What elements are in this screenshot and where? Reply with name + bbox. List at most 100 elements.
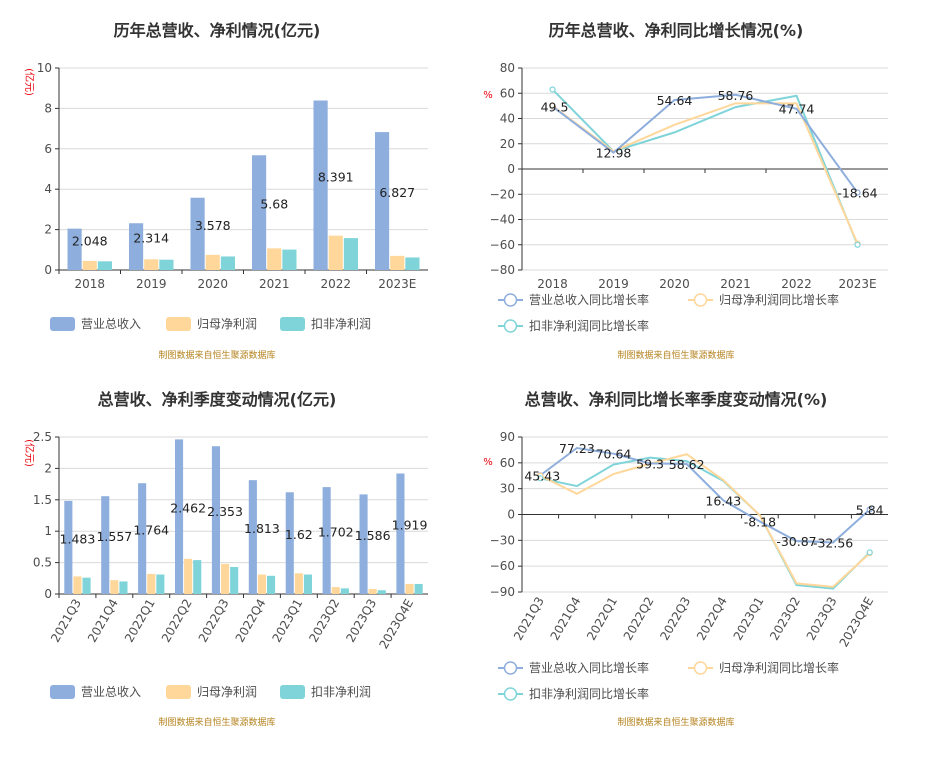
data-label: 8.391 bbox=[318, 169, 354, 184]
bar-net_profit bbox=[368, 588, 377, 594]
y-tick-label: 10 bbox=[37, 61, 52, 75]
y-tick-label: 6 bbox=[44, 142, 52, 156]
x-tick-label: 2021 bbox=[259, 277, 290, 291]
y-tick-label: 40 bbox=[500, 112, 515, 126]
y-tick-label: 1 bbox=[44, 524, 52, 538]
bar-net_profit bbox=[73, 576, 82, 594]
legend-label: 扣非净利润同比增长率 bbox=[529, 318, 649, 333]
bar-deducted_profit bbox=[343, 238, 359, 270]
series-line-deducted_profit bbox=[540, 456, 871, 590]
data-label: 70.64 bbox=[596, 447, 632, 462]
bar-deducted_profit bbox=[377, 590, 386, 594]
data-label: 1.557 bbox=[96, 529, 132, 544]
y-tick-label: 0 bbox=[507, 162, 515, 176]
bar-deducted_profit bbox=[405, 257, 420, 270]
bar-deducted_profit bbox=[193, 560, 202, 594]
y-tick-label: 0 bbox=[507, 508, 515, 522]
bar-net_profit bbox=[184, 558, 193, 594]
source-note: 制图数据来自恒生聚源数据库 bbox=[617, 349, 734, 361]
bar-revenue bbox=[322, 487, 331, 594]
bar-revenue bbox=[248, 480, 257, 594]
x-tick-label: 2021Q3 bbox=[511, 595, 547, 643]
bar-deducted_profit bbox=[340, 588, 349, 594]
legend-swatch bbox=[280, 685, 305, 699]
data-label: 58.62 bbox=[669, 457, 705, 472]
x-tick-label: 2018 bbox=[74, 277, 105, 291]
quarterly-amounts-chart: 总营收、净利季度变动情况(亿元) (亿元) 制图数据来自恒生聚源数据库 0 0.5… bbox=[0, 383, 476, 766]
y-tick-label: 0 bbox=[44, 587, 52, 601]
legend-label: 归母净利润同比增长率 bbox=[719, 660, 839, 675]
data-label: 5.84 bbox=[856, 502, 884, 517]
legend-label: 营业总收入 bbox=[81, 685, 141, 699]
bar-net_profit bbox=[147, 573, 156, 594]
data-label: 16.43 bbox=[705, 493, 741, 508]
source-note: 制图数据来自恒生聚源数据库 bbox=[617, 716, 734, 728]
y-tick-label: 2 bbox=[44, 461, 52, 475]
data-label: 47.74 bbox=[779, 102, 815, 117]
x-tick-label: 2018 bbox=[537, 277, 568, 291]
x-tick-label: 2023Q2 bbox=[306, 597, 342, 645]
legend-label: 归母净利润 bbox=[197, 685, 257, 699]
series-line-deducted_profit bbox=[551, 88, 859, 246]
x-tick-label: 2020 bbox=[659, 277, 690, 291]
legend-swatch-marker bbox=[503, 319, 518, 333]
annual-growth-svg: 历年总营收、净利同比增长情况(%) % 制图数据来自恒生聚源数据库 −80 −60… bbox=[483, 21, 888, 361]
x-tick-label: 2019 bbox=[598, 277, 629, 291]
legend-swatch bbox=[166, 685, 191, 699]
data-label: 77.23 bbox=[559, 441, 595, 456]
bar-revenue bbox=[101, 496, 110, 594]
bar-deducted_profit bbox=[119, 581, 128, 594]
y-tick-label: 60 bbox=[500, 86, 515, 100]
data-label: 59.3 bbox=[636, 456, 664, 471]
point-marker bbox=[866, 549, 873, 556]
x-tick-label: 2022Q1 bbox=[122, 597, 158, 645]
x-tick-label: 2021Q4 bbox=[548, 595, 584, 643]
bar-net_profit bbox=[294, 573, 303, 594]
x-tick-label: 2023Q4E bbox=[376, 597, 416, 652]
x-tick-label: 2023Q1 bbox=[731, 595, 767, 643]
point-marker bbox=[537, 475, 544, 482]
legend-swatch-marker bbox=[693, 661, 708, 675]
y-tick-label: −60 bbox=[490, 238, 515, 252]
point-marker bbox=[549, 86, 556, 93]
bar-net_profit bbox=[267, 248, 282, 270]
legend-label: 扣非净利润同比增长率 bbox=[529, 686, 649, 701]
x-tick-label: 2021 bbox=[720, 277, 751, 291]
data-label: 5.68 bbox=[260, 197, 288, 212]
bar-revenue bbox=[128, 223, 144, 270]
bar-revenue bbox=[67, 228, 82, 270]
bar-deducted_profit bbox=[220, 256, 236, 270]
bar-deducted_profit bbox=[82, 577, 91, 594]
y-tick-label: 2.5 bbox=[33, 430, 52, 444]
unit-label: % bbox=[483, 90, 493, 101]
x-tick-label: 2023Q3 bbox=[343, 597, 379, 645]
y-tick-label: 30 bbox=[500, 482, 515, 496]
data-label: 45.43 bbox=[524, 468, 560, 483]
annual-amounts-svg: 历年总营收、净利情况(亿元) (亿元) 制图数据来自恒生聚源数据库 0 2 4 6 8 1… bbox=[23, 21, 428, 361]
data-label: 1.702 bbox=[318, 525, 354, 540]
bar-net_profit bbox=[144, 259, 159, 270]
x-tick-label: 2022Q4 bbox=[694, 595, 730, 643]
legend-swatch-marker bbox=[503, 687, 518, 701]
bar-net_profit bbox=[390, 255, 405, 270]
legend-swatch bbox=[50, 317, 75, 331]
legend-label: 扣非净利润 bbox=[311, 685, 371, 699]
x-tick-label: 2022Q3 bbox=[657, 595, 693, 643]
x-tick-label: 2022Q1 bbox=[584, 595, 620, 643]
bar-net_profit bbox=[205, 254, 220, 270]
data-label: 1.813 bbox=[244, 521, 280, 536]
legend-label: 扣非净利润 bbox=[311, 317, 371, 331]
bar-net_profit bbox=[331, 587, 340, 594]
bar-revenue bbox=[374, 132, 390, 270]
bar-net_profit bbox=[328, 235, 343, 270]
y-tick-label: 0 bbox=[44, 263, 52, 277]
data-label: 6.827 bbox=[379, 185, 415, 200]
x-tick-label: 2021Q4 bbox=[85, 597, 121, 645]
y-tick-label: −90 bbox=[490, 585, 515, 599]
legend-label: 归母净利润 bbox=[197, 317, 257, 331]
bar-deducted_profit bbox=[156, 574, 165, 594]
quarterly-growth-chart: 总营收、净利同比增长率季度变动情况(%) % 制图数据来自恒生聚源数据库 −90… bbox=[476, 383, 952, 766]
bar-deducted_profit bbox=[159, 259, 174, 270]
bar-deducted_profit bbox=[97, 261, 113, 270]
y-tick-label: −40 bbox=[490, 213, 515, 227]
